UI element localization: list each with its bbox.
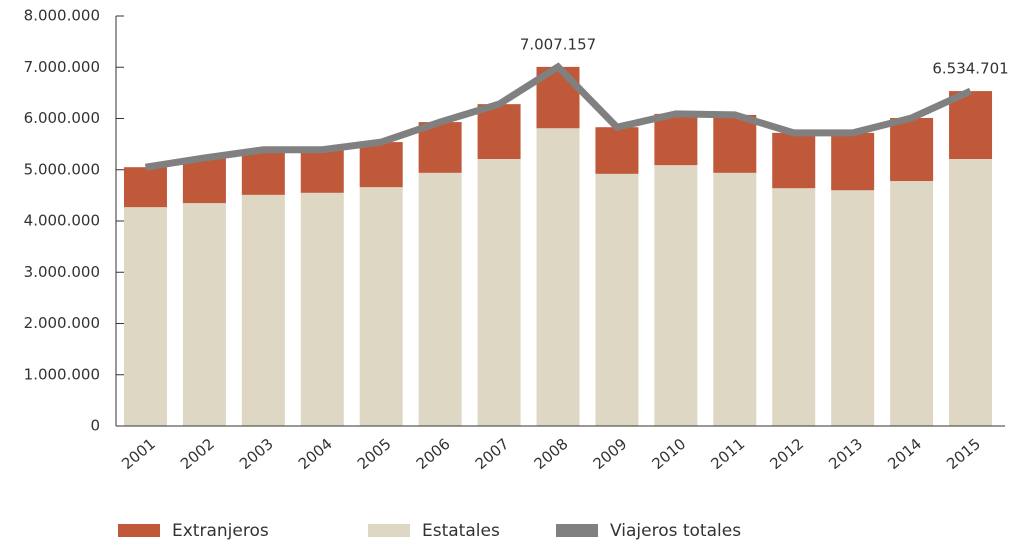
bar [359,187,403,426]
data-label: 7.007.157 [520,35,596,53]
bar [949,158,993,427]
bar [713,114,757,173]
legend-label: Estatales [422,521,500,541]
x-tick-label: 2012 [766,435,807,473]
bar [241,149,285,195]
legend-swatch [556,524,598,537]
line [144,62,972,171]
bar [595,127,639,174]
bar [654,113,698,166]
x-tick-label: 2009 [590,435,631,473]
x-tick-label: 2006 [413,435,454,473]
bar [890,117,934,182]
y-tick-label: 3.000.000 [24,263,100,281]
x-tick-label: 2003 [236,435,277,473]
y-tick-label: 5.000.000 [24,160,100,178]
x-tick-label: 2004 [295,435,336,473]
bar [831,190,875,426]
x-tick-label: 2011 [707,435,748,473]
bar [595,173,639,426]
legend-swatch [368,524,410,537]
y-tick-label: 8.000.000 [24,7,100,25]
data-label: 6.534.701 [932,60,1008,78]
bar [772,188,816,426]
y-tick-label: 7.000.000 [24,58,100,76]
bar [477,158,521,427]
bar [123,207,167,426]
x-tick-label: 2014 [884,435,925,473]
bar [536,128,580,427]
x-tick-label: 2001 [118,435,159,473]
y-tick-label: 4.000.000 [24,212,100,230]
bar [654,165,698,426]
bar [182,157,226,204]
bar [300,192,344,426]
legend-label: Extranjeros [172,521,269,541]
y-tick-label: 6.000.000 [24,109,100,127]
x-tick-label: 2015 [943,435,984,473]
bar [713,172,757,426]
x-tick-label: 2013 [825,435,866,473]
bar [359,142,403,188]
x-tick-label: 2002 [177,435,218,473]
x-tick-label: 2010 [649,435,690,473]
bar [890,181,934,426]
y-tick-label: 2.000.000 [24,314,100,332]
y-tick-label: 0 [90,417,100,435]
y-tick-label: 1.000.000 [24,365,100,383]
bar [477,104,521,159]
legend-label: Viajeros totales [610,521,741,541]
bar [182,203,226,426]
x-tick-label: 2007 [472,435,513,473]
bar [772,132,816,189]
bar [241,194,285,426]
bar [831,132,875,191]
bar [949,91,993,159]
x-tick-label: 2005 [354,435,395,473]
bar [123,167,167,208]
bar [418,172,462,426]
bar [300,149,344,193]
x-tick-label: 2008 [531,435,572,473]
legend-swatch [118,524,160,537]
